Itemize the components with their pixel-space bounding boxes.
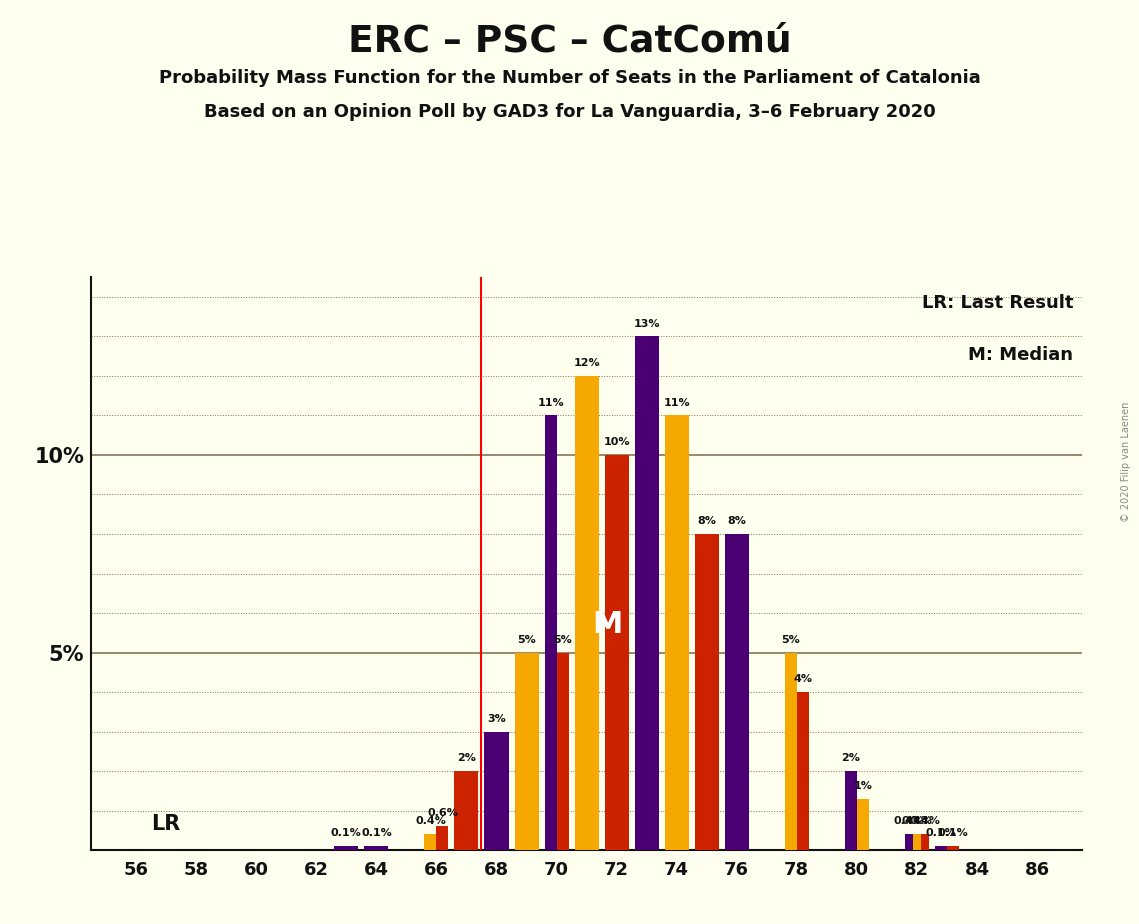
Bar bbox=[364, 846, 388, 850]
Text: 12%: 12% bbox=[573, 359, 600, 368]
Bar bbox=[797, 692, 809, 850]
Text: 11%: 11% bbox=[538, 397, 564, 407]
Bar bbox=[857, 798, 869, 850]
Bar bbox=[335, 846, 359, 850]
Text: 0.4%: 0.4% bbox=[901, 817, 933, 826]
Text: 0.4%: 0.4% bbox=[415, 817, 445, 826]
Text: LR: LR bbox=[151, 814, 180, 834]
Text: Based on an Opinion Poll by GAD3 for La Vanguardia, 3–6 February 2020: Based on an Opinion Poll by GAD3 for La … bbox=[204, 103, 935, 121]
Text: 0.1%: 0.1% bbox=[331, 828, 362, 838]
Bar bbox=[904, 834, 912, 850]
Text: 2%: 2% bbox=[842, 753, 860, 763]
Text: 0.1%: 0.1% bbox=[926, 828, 957, 838]
Bar bbox=[665, 416, 689, 850]
Text: 8%: 8% bbox=[697, 517, 716, 526]
Bar bbox=[574, 376, 599, 850]
Bar bbox=[436, 826, 449, 850]
Bar bbox=[634, 336, 658, 850]
Text: ERC – PSC – CatComú: ERC – PSC – CatComú bbox=[347, 23, 792, 59]
Bar bbox=[515, 652, 539, 850]
Text: 0.4%: 0.4% bbox=[909, 817, 941, 826]
Text: Probability Mass Function for the Number of Seats in the Parliament of Catalonia: Probability Mass Function for the Number… bbox=[158, 69, 981, 87]
Bar bbox=[935, 846, 947, 850]
Bar bbox=[425, 834, 436, 850]
Text: M: M bbox=[592, 611, 623, 639]
Text: 5%: 5% bbox=[781, 635, 801, 645]
Bar bbox=[845, 771, 857, 850]
Text: 0.1%: 0.1% bbox=[361, 828, 392, 838]
Bar bbox=[484, 732, 508, 850]
Bar bbox=[454, 771, 478, 850]
Text: M: Median: M: Median bbox=[968, 346, 1073, 364]
Text: © 2020 Filip van Laenen: © 2020 Filip van Laenen bbox=[1121, 402, 1131, 522]
Text: 4%: 4% bbox=[793, 675, 812, 684]
Text: 5%: 5% bbox=[517, 635, 536, 645]
Text: 0.4%: 0.4% bbox=[893, 817, 925, 826]
Bar bbox=[605, 455, 629, 850]
Bar bbox=[947, 846, 959, 850]
Text: LR: Last Result: LR: Last Result bbox=[921, 295, 1073, 312]
Bar bbox=[785, 652, 797, 850]
Bar bbox=[544, 416, 557, 850]
Text: 0.1%: 0.1% bbox=[937, 828, 968, 838]
Bar bbox=[724, 534, 748, 850]
Text: 10%: 10% bbox=[604, 437, 630, 447]
Text: 1%: 1% bbox=[853, 781, 872, 791]
Text: 13%: 13% bbox=[633, 319, 659, 329]
Text: 5%: 5% bbox=[554, 635, 572, 645]
Text: 3%: 3% bbox=[487, 713, 506, 723]
Text: 0.6%: 0.6% bbox=[427, 808, 458, 819]
Text: 2%: 2% bbox=[457, 753, 476, 763]
Bar bbox=[557, 652, 568, 850]
Bar bbox=[695, 534, 719, 850]
Text: 8%: 8% bbox=[728, 517, 746, 526]
Bar bbox=[921, 834, 929, 850]
Bar bbox=[912, 834, 921, 850]
Text: 11%: 11% bbox=[663, 397, 690, 407]
